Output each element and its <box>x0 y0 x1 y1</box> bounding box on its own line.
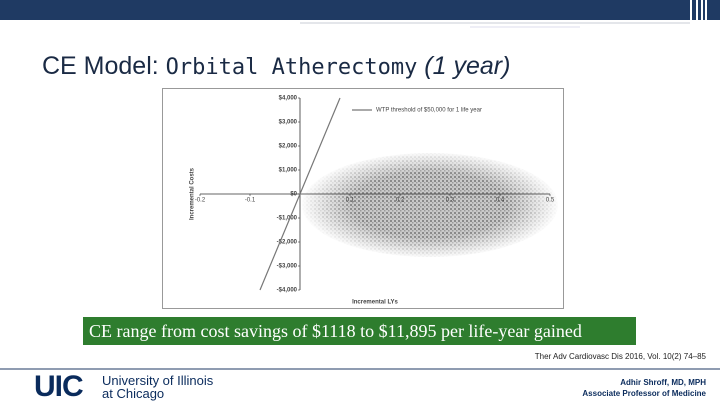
author-title: Associate Professor of Medicine <box>582 389 706 398</box>
y-tick-label: $3,000 <box>279 120 298 126</box>
x-tick-label: 0.2 <box>396 198 405 204</box>
x-tick-label: 0.1 <box>346 198 355 204</box>
logo: UIC <box>34 370 84 403</box>
chart: $4,000 $3,000 $2,000 $1,000 $0 -$1,000 -$2,000… <box>162 88 564 309</box>
university-line: University of Illinois <box>102 373 214 388</box>
caption: CE range from cost savings of $1118 to $… <box>83 317 636 345</box>
author-name: Adhir Shroff, MD, MPH <box>620 378 706 387</box>
y-axis-label: Incremental Costs <box>190 167 196 220</box>
university-name: University of Illinois at Chicago <box>102 374 213 400</box>
x-axis-label: Incremental LYs <box>352 300 398 306</box>
y-tick-label: -$4,000 <box>277 288 298 294</box>
x-tick-label: -0.2 <box>195 198 206 204</box>
university-line: at Chicago <box>102 386 165 401</box>
x-tick-label: 0.4 <box>496 198 505 204</box>
scatter-cloud-fade <box>300 151 560 259</box>
y-tick-label: $4,000 <box>279 96 298 102</box>
author: Adhir Shroff, MD, MPH Associate Professor… <box>582 377 706 399</box>
title-main: Orbital Atherectomy <box>165 55 418 80</box>
slide-title: CE Model: Orbital Atherectomy (1 year) <box>42 52 510 81</box>
x-tick-label: -0.1 <box>245 198 256 204</box>
y-tick-label: $1,000 <box>279 168 298 174</box>
threshold-line <box>259 97 341 291</box>
y-tick-label: $2,000 <box>279 144 298 150</box>
citation: Ther Adv Cardiovasc Dis 2016, Vol. 10(2)… <box>534 352 706 361</box>
x-tick-label: 0.3 <box>446 198 455 204</box>
y-tick-label: -$3,000 <box>277 264 298 270</box>
title-italic: (1 year) <box>424 52 511 80</box>
x-tick-label: 0.5 <box>546 198 555 204</box>
legend-label: WTP threshold of $50,000 for 1 life year <box>376 108 482 114</box>
y-tick-label: $0 <box>290 192 297 198</box>
y-tick-label: -$2,000 <box>277 240 298 246</box>
y-tick-label: -$1,000 <box>277 216 298 222</box>
title-lead: CE Model: <box>42 52 159 80</box>
